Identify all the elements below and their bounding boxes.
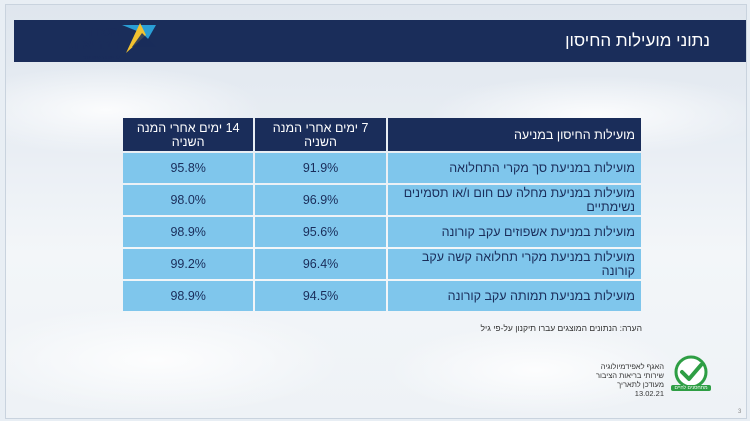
badge-label: מתחסנים לחיים [671,385,711,391]
row-measure: מועילות במניעת אשפוזים עקב קורונה [387,217,641,247]
header-measure: מועילות החיסון במניעה [387,118,641,151]
row-value-7-days: 91.9% [255,153,386,183]
table-row: מועילות במניעת מחלה עם חום ו/או תסמינים … [123,185,641,215]
logo-line2: הבריאות [69,37,120,52]
row-value-14-days: 95.8% [123,153,254,183]
cloud-decoration [386,325,686,415]
row-value-14-days: 98.0% [123,185,254,215]
row-measure: מועילות במניעת סך מקרי התחלואה [387,153,641,183]
row-value-7-days: 96.4% [255,249,386,279]
row-value-14-days: 98.9% [123,217,254,247]
row-measure: מועילות במניעת מחלה עם חום ו/או תסמינים … [387,185,641,215]
slide: נתוני מועילות החיסון משרד הבריאות לחיים … [5,4,747,419]
logo-emblem-icon [122,23,156,53]
slide-title: נתוני מועילות החיסון [565,31,710,50]
footer-line3: מעודכן לתאריך 13.02.21 [617,380,664,398]
footer-line2: שירותי בריאות הציבור [595,371,664,380]
logo-tagline: לחיים בריאים יותר [82,55,120,61]
footer-source: האגף לאפידמיולוגיה שירותי בריאות הציבור … [586,362,664,398]
efficacy-table: מועילות החיסון במניעה 7 ימים אחרי המנה ה… [121,116,643,313]
vaccination-check-icon [674,355,708,389]
header-7-days: 7 ימים אחרי המנה השניה [255,118,386,151]
efficacy-table-container: מועילות החיסון במניעה 7 ימים אחרי המנה ה… [121,116,643,318]
table-row: מועילות במניעת אשפוזים עקב קורונה 95.6% … [123,217,641,247]
row-value-7-days: 96.9% [255,185,386,215]
table-note: הערה: הנתונים המוצגים עברו תיקנון על-פי … [480,323,642,333]
row-value-14-days: 98.9% [123,281,254,311]
header-14-days: 14 ימים אחרי המנה השניה [123,118,254,151]
cloud-decoration [6,305,346,415]
logo-line1: משרד [85,24,120,39]
table-row: מועילות במניעת סך מקרי התחלואה 91.9% 95.… [123,153,641,183]
page-number: 3 [738,409,742,415]
table-row: מועילות במניעת תמותה עקב קורונה 94.5% 98… [123,281,641,311]
row-measure: מועילות במניעת תמותה עקב קורונה [387,281,641,311]
table-header-row: מועילות החיסון במניעה 7 ימים אחרי המנה ה… [123,118,641,151]
table-row: מועילות במניעת מקרי תחלואה קשה עקב קורונ… [123,249,641,279]
footer-line1: האגף לאפידמיולוגיה [600,362,664,371]
logo-text: משרד הבריאות [66,25,120,51]
row-measure: מועילות במניעת מקרי תחלואה קשה עקב קורונ… [387,249,641,279]
row-value-14-days: 99.2% [123,249,254,279]
row-value-7-days: 95.6% [255,217,386,247]
row-value-7-days: 94.5% [255,281,386,311]
ministry-logo: משרד הבריאות לחיים בריאים יותר [66,19,166,69]
